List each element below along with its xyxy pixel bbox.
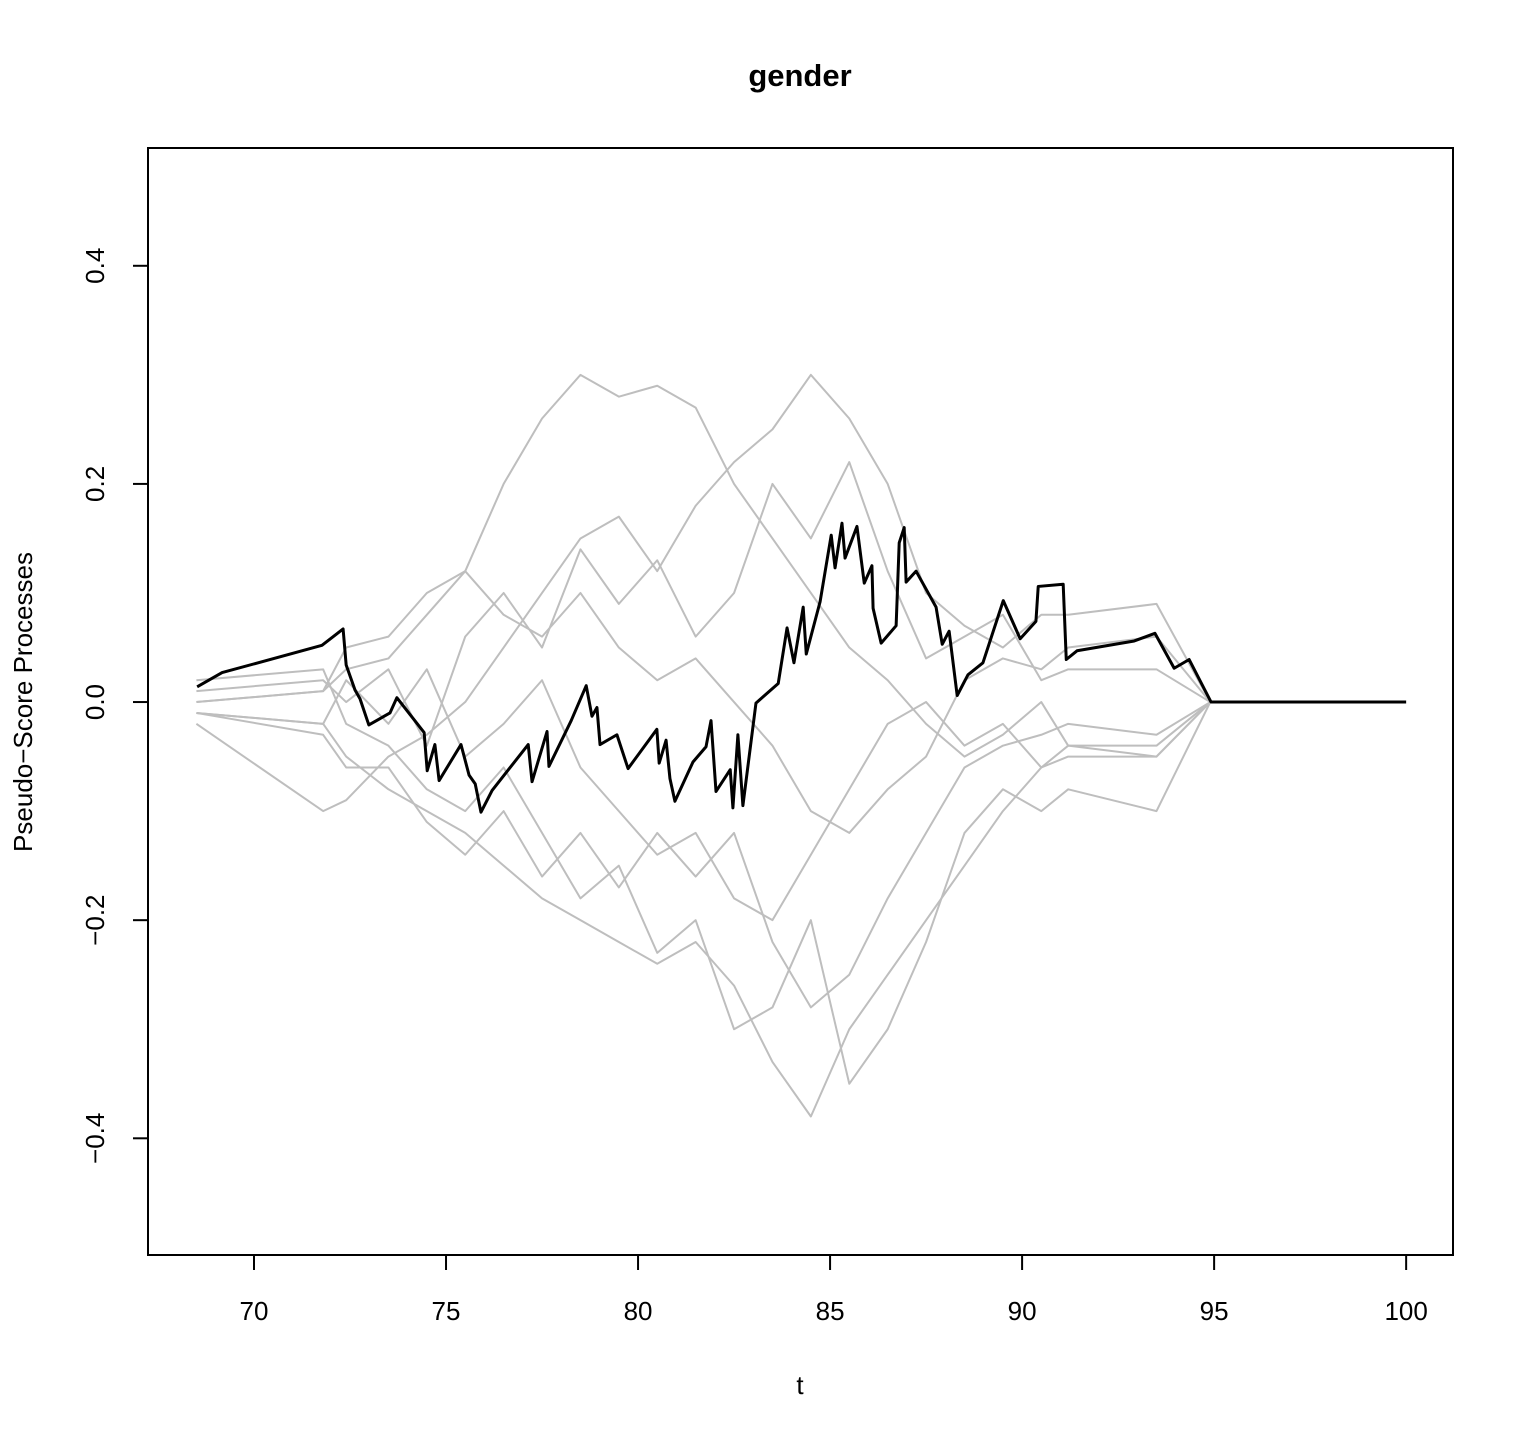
y-tick-label: −0.4 <box>80 1113 110 1164</box>
x-tick-label: 95 <box>1200 1296 1229 1326</box>
x-tick-label: 90 <box>1008 1296 1037 1326</box>
chart-title: gender <box>748 58 851 93</box>
series-line <box>196 701 1211 1118</box>
y-tick-label: 0.0 <box>80 684 110 720</box>
y-tick-label: −0.2 <box>80 895 110 946</box>
series-line <box>196 373 1211 758</box>
x-axis-label: t <box>796 1370 804 1400</box>
x-tick-label: 75 <box>432 1296 461 1326</box>
y-axis-label: Pseudo−Score Processes <box>8 552 38 852</box>
series-line <box>196 521 1407 814</box>
x-tick-label: 80 <box>624 1296 653 1326</box>
series-line <box>196 701 1211 1009</box>
y-tick-label: 0.2 <box>80 466 110 502</box>
series-line <box>196 668 1212 1085</box>
series-line <box>196 668 1211 922</box>
series-line <box>196 461 1211 747</box>
x-tick-label: 100 <box>1384 1296 1427 1326</box>
x-tick-label: 70 <box>240 1296 269 1326</box>
series-line <box>195 373 1212 813</box>
x-tick-label: 85 <box>816 1296 845 1326</box>
y-tick-label: 0.4 <box>80 248 110 284</box>
series-line <box>196 570 1212 834</box>
